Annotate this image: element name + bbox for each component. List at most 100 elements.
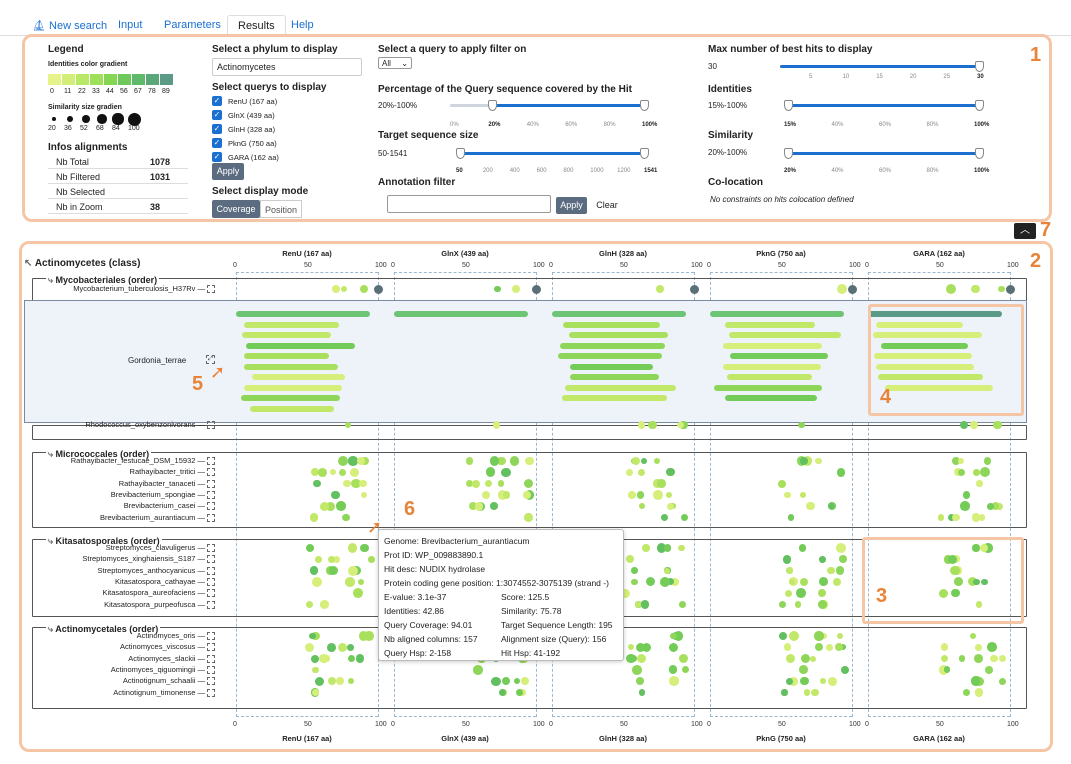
coverage-bar[interactable] xyxy=(569,363,653,370)
species-label[interactable]: Kitasatospora_purpeofusca — xyxy=(104,599,205,609)
hit-dot[interactable] xyxy=(343,479,351,488)
hit-dot[interactable] xyxy=(958,457,965,465)
hit-dot[interactable] xyxy=(836,632,844,640)
query-checkbox[interactable]: ✓ xyxy=(212,124,222,134)
hit-dot[interactable] xyxy=(657,479,666,488)
similarity-max-thumb[interactable] xyxy=(975,148,984,159)
species-label[interactable]: Rathayibacter_tritici — xyxy=(129,467,205,477)
hit-dot[interactable] xyxy=(949,565,960,576)
hit-dot[interactable] xyxy=(497,490,508,500)
coverage-bar[interactable] xyxy=(724,321,815,328)
hit-dot[interactable] xyxy=(309,566,319,575)
hit-dot[interactable] xyxy=(320,600,329,609)
hit-dot[interactable] xyxy=(973,469,980,476)
coverage-bar[interactable] xyxy=(874,353,972,359)
hit-dot[interactable] xyxy=(342,513,350,522)
hit-dot[interactable] xyxy=(357,457,365,465)
hit-dot[interactable] xyxy=(631,456,641,466)
coverage-bar[interactable] xyxy=(569,332,668,338)
hit-dot[interactable] xyxy=(786,677,794,685)
hit-dot[interactable] xyxy=(636,677,644,686)
hit-dot[interactable] xyxy=(628,491,636,499)
hit-dot[interactable] xyxy=(497,480,504,487)
expand-icon[interactable] xyxy=(207,632,215,640)
hit-dot[interactable] xyxy=(465,457,474,465)
hit-dot[interactable] xyxy=(620,588,630,598)
hit-dot[interactable] xyxy=(631,578,639,586)
species-label[interactable]: Actinotignum_schaalii — xyxy=(122,676,205,686)
species-label[interactable]: Streptomyces_clavuligerus — xyxy=(105,543,205,552)
expand-icon[interactable] xyxy=(207,479,215,488)
hit-dot[interactable] xyxy=(957,468,966,476)
hit-dot[interactable] xyxy=(784,589,792,597)
expand-icon[interactable] xyxy=(207,421,215,429)
species-label[interactable]: Actinomyces_oris — xyxy=(136,631,205,640)
hit-dot[interactable] xyxy=(954,577,964,587)
species-label[interactable]: Brevibacterium_casei — xyxy=(123,501,205,511)
expand-icon[interactable] xyxy=(207,589,215,598)
hit-dot[interactable] xyxy=(1006,285,1015,294)
coverage-bar[interactable] xyxy=(726,374,812,380)
hit-dot[interactable] xyxy=(974,688,984,697)
queries-apply-button[interactable]: Apply xyxy=(212,163,244,180)
coverage-bar[interactable] xyxy=(875,321,963,328)
hit-dot[interactable] xyxy=(669,632,677,640)
hit-dot[interactable] xyxy=(970,421,978,429)
hit-dot[interactable] xyxy=(835,566,844,575)
target-size-slider[interactable] xyxy=(460,152,644,155)
coverage-bar[interactable] xyxy=(560,342,666,349)
hit-dot[interactable] xyxy=(784,491,791,499)
hit-dot[interactable] xyxy=(360,284,369,294)
hit-dot[interactable] xyxy=(348,456,358,466)
hit-dot[interactable] xyxy=(631,567,638,574)
hit-dot[interactable] xyxy=(336,677,345,686)
filter-query-select[interactable]: All ⌄ xyxy=(378,57,412,69)
hit-dot[interactable] xyxy=(634,600,643,609)
hit-dot[interactable] xyxy=(521,677,530,686)
hit-dot[interactable] xyxy=(975,601,983,608)
max-hits-thumb[interactable] xyxy=(975,61,984,72)
expand-icon[interactable] xyxy=(207,555,215,564)
coverage-bar[interactable] xyxy=(868,311,1002,317)
hit-dot[interactable] xyxy=(787,514,794,521)
expand-icon[interactable] xyxy=(207,513,215,522)
hit-dot[interactable] xyxy=(938,588,948,598)
hit-dot[interactable] xyxy=(800,653,811,664)
hit-dot[interactable] xyxy=(839,555,847,564)
hit-dot[interactable] xyxy=(660,513,669,522)
hit-dot[interactable] xyxy=(655,285,664,293)
hit-dot[interactable] xyxy=(789,631,800,641)
hit-dot[interactable] xyxy=(473,665,483,675)
hit-dot[interactable] xyxy=(642,544,650,552)
expand-icon[interactable] xyxy=(207,457,215,465)
hit-dot[interactable] xyxy=(349,467,360,477)
hit-dot[interactable] xyxy=(632,665,642,675)
hit-dot[interactable] xyxy=(638,468,646,476)
hit-dot[interactable] xyxy=(827,503,835,510)
hit-dot[interactable] xyxy=(788,676,798,686)
hit-dot[interactable] xyxy=(637,421,645,429)
hit-dot[interactable] xyxy=(491,676,501,686)
hit-dot[interactable] xyxy=(948,513,956,522)
hit-dot[interactable] xyxy=(690,285,699,294)
coverage-bar[interactable] xyxy=(563,321,661,328)
hit-dot[interactable] xyxy=(967,577,977,587)
hit-dot[interactable] xyxy=(645,577,656,587)
hit-dot[interactable] xyxy=(677,544,685,552)
hit-dot[interactable] xyxy=(827,566,835,575)
hit-dot[interactable] xyxy=(331,490,341,500)
hit-dot[interactable] xyxy=(312,666,320,674)
hit-dot[interactable] xyxy=(970,284,980,294)
hit-dot[interactable] xyxy=(327,677,336,686)
similarity-min-thumb[interactable] xyxy=(784,148,793,159)
hit-dot[interactable] xyxy=(360,491,368,499)
hit-dot[interactable] xyxy=(997,285,1005,293)
species-label[interactable]: Rathayibacter_tanaceti — xyxy=(118,478,205,488)
hit-dot[interactable] xyxy=(355,654,364,663)
position-mode-button[interactable]: Position xyxy=(260,200,302,218)
hit-dot[interactable] xyxy=(975,644,982,651)
hit-dot[interactable] xyxy=(310,654,319,663)
hit-dot[interactable] xyxy=(641,457,648,465)
species-label[interactable]: Brevibacterium_aurantiacum — xyxy=(99,512,205,522)
group-label[interactable]: ⤷ Actinomycetales (order) xyxy=(46,624,161,635)
